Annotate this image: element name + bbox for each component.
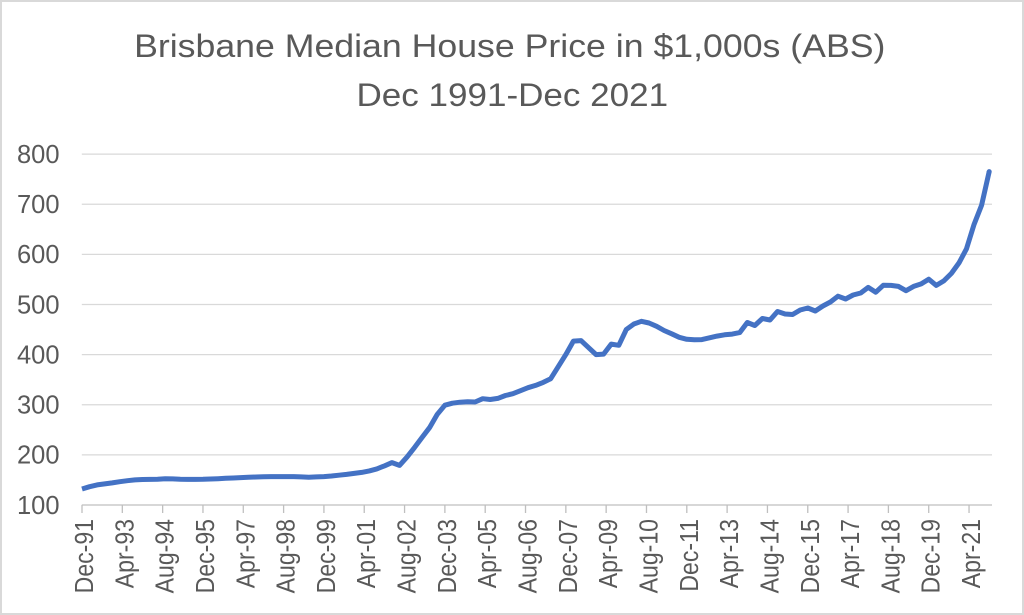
svg-text:Apr-05: Apr-05 bbox=[474, 519, 502, 588]
svg-text:Dec-95: Dec-95 bbox=[192, 519, 220, 593]
svg-text:800: 800 bbox=[17, 141, 60, 169]
svg-text:700: 700 bbox=[17, 191, 60, 219]
svg-text:200: 200 bbox=[17, 442, 60, 470]
svg-text:Apr-13: Apr-13 bbox=[716, 519, 744, 588]
svg-text:400: 400 bbox=[17, 341, 60, 369]
svg-text:Apr-01: Apr-01 bbox=[353, 519, 381, 588]
svg-text:Aug-18: Aug-18 bbox=[877, 519, 905, 593]
svg-text:Aug-06: Aug-06 bbox=[515, 519, 543, 593]
svg-text:Aug-94: Aug-94 bbox=[152, 519, 180, 593]
svg-text:Aug-10: Aug-10 bbox=[635, 519, 663, 593]
svg-text:Dec-03: Dec-03 bbox=[434, 519, 462, 593]
svg-text:Dec-11: Dec-11 bbox=[676, 519, 704, 592]
svg-text:Dec-07: Dec-07 bbox=[555, 519, 583, 593]
svg-text:Aug-14: Aug-14 bbox=[756, 519, 784, 593]
svg-text:500: 500 bbox=[17, 291, 60, 319]
svg-text:Dec-99: Dec-99 bbox=[313, 519, 341, 593]
svg-text:Dec-19: Dec-19 bbox=[918, 519, 946, 593]
svg-text:Aug-02: Aug-02 bbox=[394, 519, 422, 593]
svg-text:Apr-17: Apr-17 bbox=[837, 519, 865, 588]
svg-text:Aug-98: Aug-98 bbox=[273, 519, 301, 593]
svg-text:Apr-97: Apr-97 bbox=[232, 519, 260, 588]
svg-text:100: 100 bbox=[17, 492, 60, 520]
svg-text:Apr-21: Apr-21 bbox=[958, 519, 986, 588]
svg-text:Brisbane Median House Price in: Brisbane Median House Price in $1,000s (… bbox=[134, 29, 885, 65]
svg-text:300: 300 bbox=[17, 392, 60, 420]
svg-text:Dec-15: Dec-15 bbox=[797, 519, 825, 593]
svg-text:Apr-93: Apr-93 bbox=[111, 519, 139, 588]
svg-text:600: 600 bbox=[17, 241, 60, 269]
svg-text:Dec-91: Dec-91 bbox=[71, 519, 99, 593]
svg-text:Apr-09: Apr-09 bbox=[595, 519, 623, 588]
svg-text:Dec 1991-Dec 2021: Dec 1991-Dec 2021 bbox=[356, 78, 668, 113]
